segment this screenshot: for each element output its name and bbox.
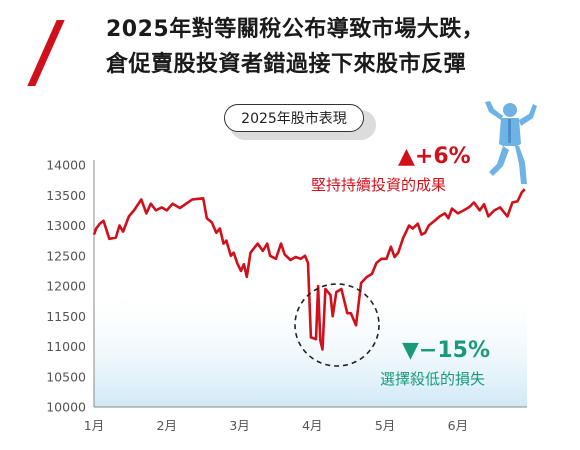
x-tick-label: 2月 — [157, 418, 177, 433]
x-tick-label: 1月 — [84, 418, 104, 433]
series-line — [92, 188, 526, 351]
celebrating-person-icon — [485, 101, 537, 184]
loss-value: −15% — [418, 338, 491, 363]
gain-value: +6% — [414, 144, 471, 169]
y-tick-label: 10000 — [46, 400, 86, 415]
y-tick-label: 11000 — [46, 339, 86, 354]
loss-caption: 選擇殺低的損失 — [380, 370, 486, 388]
up-arrow-icon: ▲ — [398, 144, 415, 169]
y-tick-label: 12000 — [46, 279, 86, 294]
x-tick-label: 4月 — [302, 418, 322, 433]
x-tick-label: 3月 — [229, 418, 249, 433]
gain-caption: 堅持持續投資的成果 — [311, 176, 447, 194]
y-tick-label: 13000 — [46, 218, 86, 233]
y-tick-label: 12500 — [46, 248, 86, 263]
down-arrow-icon: ▼ — [402, 338, 419, 363]
chart-title: 2025年股市表現 — [224, 104, 364, 132]
y-tick-labels: 10000 10500 11000 11500 12000 12500 13000 13500… — [46, 158, 86, 415]
y-tick-label: 11500 — [46, 309, 86, 324]
y-tick-label: 10500 — [46, 369, 86, 384]
gain-annotation: ▲+6% — [398, 144, 471, 169]
headline-line-1: 2025年對等關稅公布導致市場大跌， — [106, 17, 485, 42]
loss-annotation: ▼−15% — [402, 338, 490, 363]
headline: 2025年對等關稅公布導致市場大跌， 倉促賣股投資者錯過接下來股市反彈 — [106, 12, 546, 82]
y-tick-label: 13500 — [46, 188, 86, 203]
x-tick-label: 5月 — [375, 418, 395, 433]
crash-highlight-circle — [294, 283, 380, 367]
y-tick-label: 14000 — [46, 158, 86, 173]
headline-line-2: 倉促賣股投資者錯過接下來股市反彈 — [106, 52, 467, 77]
x-tick-label: 6月 — [448, 418, 468, 433]
x-tick-labels: 1月 2月 3月 4月 5月 6月 — [84, 418, 468, 433]
